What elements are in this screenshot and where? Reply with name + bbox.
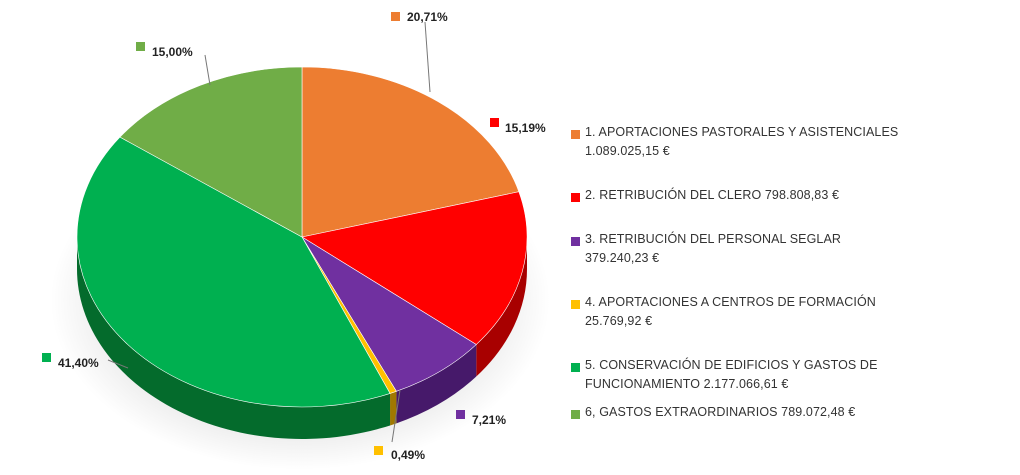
legend-item: 2. RETRIBUCIÓN DEL CLERO 798.808,83 € bbox=[571, 188, 1011, 205]
legend-label: 6, GASTOS EXTRAORDINARIOS 789.072,48 € bbox=[585, 405, 856, 419]
legend: 1. APORTACIONES PASTORALES Y ASISTENCIAL… bbox=[571, 125, 1011, 450]
label-marker bbox=[42, 353, 51, 362]
legend-swatch bbox=[571, 130, 580, 139]
label-marker bbox=[374, 446, 383, 455]
label-marker bbox=[490, 118, 499, 127]
pie-slice-side bbox=[476, 237, 527, 377]
legend-label: 5. CONSERVACIÓN DE EDIFICIOS Y GASTOS DE… bbox=[585, 358, 878, 391]
legend-item: 6, GASTOS EXTRAORDINARIOS 789.072,48 € bbox=[571, 405, 1011, 422]
legend-swatch bbox=[571, 237, 580, 246]
legend-swatch bbox=[571, 363, 580, 372]
leader-line bbox=[391, 389, 401, 443]
legend-label: 4. APORTACIONES A CENTROS DE FORMACIÓN 2… bbox=[585, 295, 876, 328]
pie-slice bbox=[301, 66, 520, 238]
slice-value-label: 20,71% bbox=[407, 10, 448, 24]
pie-slice bbox=[301, 191, 528, 345]
pie-slice bbox=[119, 66, 303, 238]
legend-swatch bbox=[571, 193, 580, 202]
legend-item: 4. APORTACIONES A CENTROS DE FORMACIÓN 2… bbox=[571, 295, 1011, 331]
pie-slice-side bbox=[390, 391, 397, 426]
leader-line bbox=[424, 21, 431, 93]
leader-line bbox=[204, 54, 211, 86]
legend-label: 2. RETRIBUCIÓN DEL CLERO 798.808,83 € bbox=[585, 188, 840, 202]
label-marker bbox=[456, 410, 465, 419]
slice-value-label: 7,21% bbox=[472, 413, 506, 427]
legend-item: 3. RETRIBUCIÓN DEL PERSONAL SEGLAR 379.2… bbox=[571, 232, 1011, 268]
pie-slice bbox=[76, 136, 391, 408]
slice-value-label: 15,19% bbox=[505, 121, 546, 135]
legend-label: 1. APORTACIONES PASTORALES Y ASISTENCIAL… bbox=[585, 125, 899, 158]
pie-slice bbox=[301, 236, 477, 392]
label-marker bbox=[136, 42, 145, 51]
pie-labels: 20,71% 15,19% 7,21% 0,49% 41,40% 15,00% bbox=[42, 10, 546, 462]
slice-value-label: 0,49% bbox=[391, 448, 425, 462]
slice-value-label: 41,40% bbox=[58, 356, 99, 370]
legend-item: 1. APORTACIONES PASTORALES Y ASISTENCIAL… bbox=[571, 125, 1011, 161]
leader-line bbox=[107, 359, 129, 369]
legend-swatch bbox=[571, 300, 580, 309]
legend-label: 3. RETRIBUCIÓN DEL PERSONAL SEGLAR 379.2… bbox=[585, 232, 842, 265]
pie-slices bbox=[76, 66, 528, 408]
pie-slice-side bbox=[396, 344, 477, 424]
legend-swatch bbox=[571, 410, 580, 419]
legend-item: 5. CONSERVACIÓN DE EDIFICIOS Y GASTOS DE… bbox=[571, 358, 1011, 394]
pie-sides bbox=[76, 237, 527, 440]
slice-value-label: 15,00% bbox=[152, 45, 193, 59]
pie-slice-side bbox=[76, 237, 391, 440]
label-marker bbox=[391, 12, 400, 21]
